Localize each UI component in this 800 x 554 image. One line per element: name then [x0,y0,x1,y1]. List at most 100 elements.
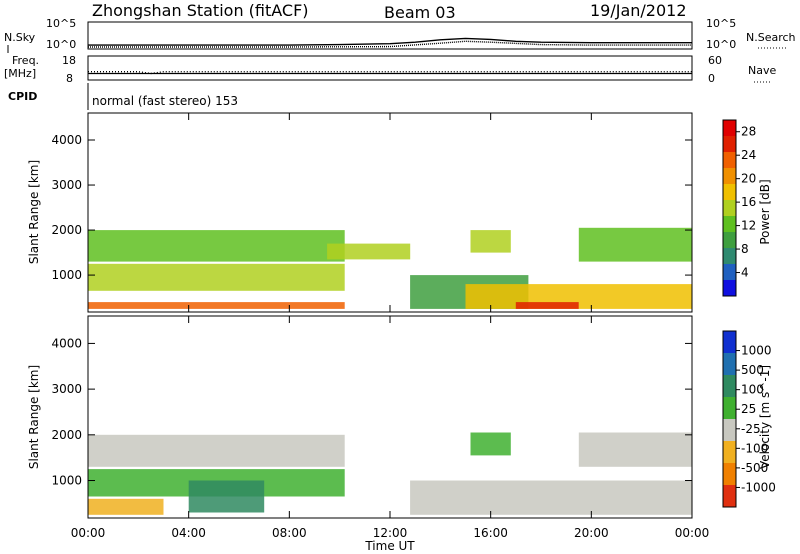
power-colorbar-tick-label: 12 [741,219,756,233]
nsky-tick-bottom: 10^0 [46,38,76,51]
velocity-ytick-label: 3000 [51,382,82,396]
velocity-echo-band [470,432,511,456]
freq-strip-frame [87,55,693,81]
power-colorbar-swatch [723,264,736,281]
velocity-colorbar-swatch [723,419,736,442]
power-colorbar-swatch [723,216,736,233]
velocity-colorbar-swatch [723,397,736,420]
time-tick-label: 04:00 [171,526,206,540]
power-echo-band [470,230,511,253]
nave-series-line [88,70,692,75]
velocity-echo-band [410,480,692,515]
velocity-echo-band [578,432,693,467]
cpid-text: normal (fast stereo) 153 [92,94,238,108]
velocity-heatmap-data [88,432,693,515]
freq-label: Freq. [12,54,39,67]
velocity-ytick-label: 1000 [51,474,82,488]
nave-tick-bottom: 0 [708,72,715,85]
power-echo-band [515,302,579,309]
velocity-colorbar-swatch [723,375,736,398]
velocity-colorbar-tick-label: -1000 [741,480,776,494]
power-colorbar-swatch [723,232,736,249]
nsearch-tick-bottom: 10^0 [706,38,736,51]
power-echo-band [88,302,345,309]
velocity-colorbar-frame [722,330,737,508]
nsky-label: N.Sky [4,31,36,44]
velocity-echo-band [188,480,265,513]
time-tick-label: 08:00 [272,526,307,540]
nave-label: Nave [748,64,776,77]
velocity-panel-axes: 1000 2000 3000 4000 [51,316,693,518]
freq-unit-label: [MHz] [4,67,36,80]
power-colorbar-tick-label: 20 [741,172,756,186]
power-colorbar-frame [722,119,737,297]
velocity-colorbar-tick-label: 100 [741,383,764,397]
velocity-colorbar-swatch [723,441,736,464]
power-colorbar-swatch [723,184,736,201]
velocity-colorbar-swatch [723,331,736,354]
power-colorbar-tick-label: 4 [741,266,749,280]
nave-tick-top: 60 [708,54,722,67]
velocity-colorbar-tick-label: 1000 [741,344,772,358]
beam-title: Beam 03 [384,3,456,22]
time-tick-label: 16:00 [473,526,508,540]
power-ytick-label: 3000 [51,178,82,192]
freq-strip [88,70,692,75]
velocity-colorbar-tick-label: 25 [741,402,756,416]
nsearch-tick-top: 10^5 [706,17,736,30]
power-panel-axes: 1000 2000 3000 4000 [51,113,693,312]
power-colorbar-swatch [723,280,736,297]
nsky-strip-frame [87,21,693,50]
power-colorbar-tick-label: 28 [741,125,756,139]
velocity-colorbar-tick-label: -25 [741,422,761,436]
velocity-colorbar-swatch [723,353,736,376]
freq-tick-top: 18 [62,54,76,67]
nsky-tick-top: 10^5 [46,17,76,30]
velocity-ytick-label: 2000 [51,428,82,442]
velocity-colorbar: 1000 500 100 25 -25 -100 -500 -1000 [722,330,776,508]
time-tick-label: 00:00 [71,526,106,540]
power-colorbar-tick-label: 24 [741,148,756,162]
power-colorbar-tick-label: 8 [741,242,749,256]
nsky-series-line [88,37,692,46]
freq-tick-bottom: 8 [66,72,73,85]
power-colorbar-swatch [723,248,736,265]
time-tick-label: 20:00 [574,526,609,540]
nsearch-label: N.Search [746,31,796,44]
time-tick-label: 00:00 [675,526,710,540]
power-colorbar-swatch [723,120,736,137]
velocity-colorbar-swatch [723,463,736,486]
velocity-ylabel: Slant Range [km] [27,365,41,469]
velocity-colorbar-tick-label: -500 [741,461,768,475]
cpid-label: CPID [8,90,37,103]
time-axis: 00:00 04:00 08:00 12:00 16:00 20:00 00:00 [71,526,710,540]
velocity-colorbar-tick-label: 500 [741,363,764,377]
power-echo-band [88,263,345,291]
velocity-echo-band [88,498,164,515]
nsearch-series-line [88,40,692,48]
velocity-colorbar-label: Velocity [m s^-1] [758,365,772,469]
power-colorbar-label: Power [dB] [758,179,772,244]
station-title: Zhongshan Station (fitACF) [92,1,309,20]
date-title: 19/Jan/2012 [590,1,687,20]
power-colorbar: 4 8 12 16 20 24 28 [722,119,756,297]
power-echo-band [465,284,692,309]
velocity-colorbar-tick-label: -100 [741,441,768,455]
velocity-colorbar-swatch [723,485,736,508]
power-echo-band [327,243,411,260]
power-colorbar-swatch [723,136,736,153]
power-colorbar-tick-label: 16 [741,195,756,209]
time-axis-label: Time UT [364,539,415,553]
power-echo-band [88,230,345,262]
velocity-echo-band [88,434,345,467]
power-ytick-label: 2000 [51,223,82,237]
power-ytick-label: 1000 [51,268,82,282]
velocity-ytick-label: 4000 [51,336,82,350]
nsky-strip [88,37,692,48]
power-colorbar-swatch [723,152,736,169]
power-colorbar-swatch [723,200,736,217]
power-ylabel: Slant Range [km] [27,160,41,264]
power-colorbar-swatch [723,168,736,185]
power-ytick-label: 4000 [51,133,82,147]
